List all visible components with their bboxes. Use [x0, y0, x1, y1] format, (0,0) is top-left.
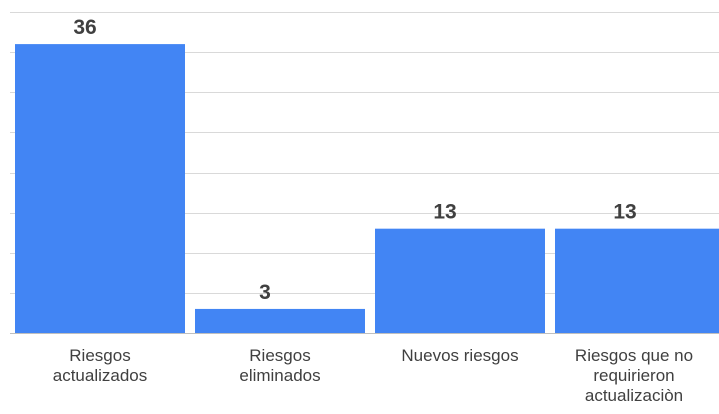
category-label-line: Riesgos que no: [574, 346, 694, 365]
bar-value-label: 13: [613, 201, 636, 224]
category-label-nuevos-riesgos: Nuevos riesgos: [375, 346, 545, 366]
category-label-line: actualizaciòn: [584, 386, 684, 405]
category-label-line: Nuevos riesgos: [401, 346, 519, 365]
bar: [195, 308, 365, 333]
category-label-riesgos-eliminados: Riesgos eliminados: [195, 346, 365, 386]
bar-value-label: 3: [259, 281, 271, 304]
category-label-line: requirieron: [593, 366, 675, 385]
category-label-riesgos-no-actualizados: Riesgos que no requirieron actualizaciòn: [549, 346, 719, 406]
bar: [555, 228, 719, 333]
category-label-line: Riesgos: [249, 346, 311, 365]
bar: [15, 44, 185, 333]
category-label-line: actualizados: [52, 366, 148, 385]
bar-value-label: 36: [73, 16, 96, 39]
bars: [15, 44, 719, 333]
category-label-line: eliminados: [239, 366, 321, 385]
bar-value-label: 13: [433, 201, 456, 224]
category-label-line: Riesgos: [69, 346, 131, 365]
category-label-riesgos-actualizados: Riesgos actualizados: [15, 346, 185, 386]
bar: [375, 228, 545, 333]
value-labels: 36 3 13 13: [73, 16, 636, 304]
